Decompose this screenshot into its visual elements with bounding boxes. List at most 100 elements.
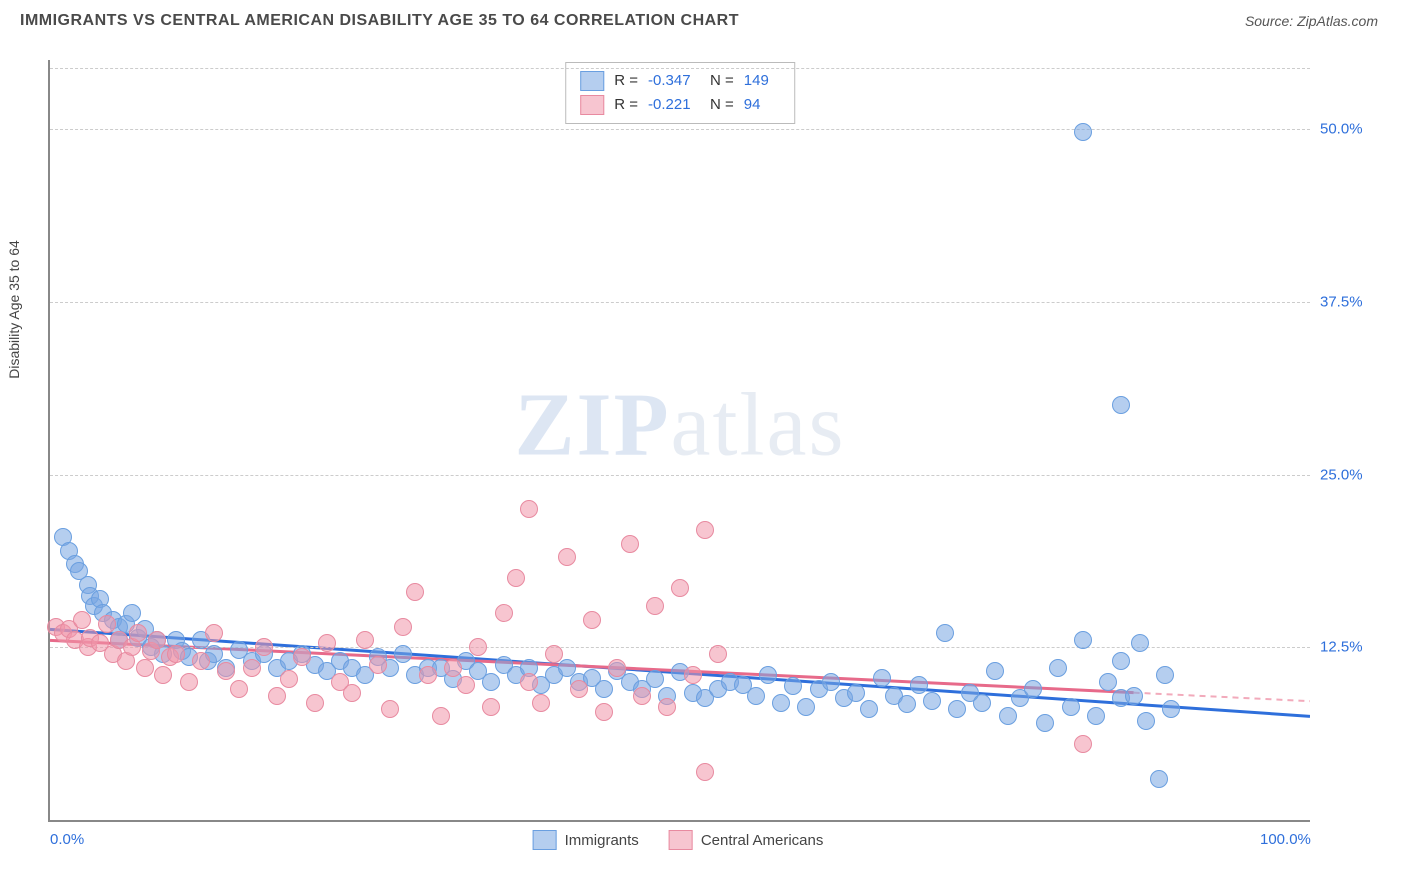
data-point (936, 624, 954, 642)
data-point (482, 673, 500, 691)
legend-swatch (669, 830, 693, 850)
y-axis-title: Disability Age 35 to 64 (6, 240, 22, 379)
legend-item: Central Americans (669, 830, 824, 850)
data-point (419, 666, 437, 684)
n-value: 149 (744, 69, 780, 93)
data-point (709, 645, 727, 663)
n-label: N = (710, 93, 734, 117)
data-point (318, 634, 336, 652)
data-point (1131, 634, 1149, 652)
gridline (50, 302, 1310, 303)
chart: Disability Age 35 to 64 ZIPatlas R =-0.3… (48, 60, 1308, 820)
watermark: ZIPatlas (515, 373, 846, 476)
data-point (255, 638, 273, 656)
r-value: -0.347 (648, 69, 700, 93)
data-point (167, 645, 185, 663)
data-point (457, 676, 475, 694)
data-point (999, 707, 1017, 725)
data-point (205, 624, 223, 642)
data-point (784, 677, 802, 695)
stats-box: R =-0.347N =149R =-0.221N =94 (565, 62, 795, 124)
data-point (444, 659, 462, 677)
data-point (306, 694, 324, 712)
data-point (268, 687, 286, 705)
data-point (873, 669, 891, 687)
data-point (696, 763, 714, 781)
data-point (482, 698, 500, 716)
data-point (646, 670, 664, 688)
data-point (532, 694, 550, 712)
data-point (658, 698, 676, 716)
data-point (1162, 700, 1180, 718)
x-tick-label: 100.0% (1260, 831, 1311, 848)
data-point (1112, 396, 1130, 414)
data-point (1049, 659, 1067, 677)
data-point (696, 521, 714, 539)
data-point (230, 680, 248, 698)
y-tick-label: 37.5% (1320, 293, 1380, 310)
data-point (860, 700, 878, 718)
gridline (50, 68, 1310, 69)
legend-swatch (533, 830, 557, 850)
data-point (608, 659, 626, 677)
data-point (986, 662, 1004, 680)
data-point (394, 618, 412, 636)
data-point (910, 676, 928, 694)
data-point (822, 673, 840, 691)
stats-row: R = -0.347 N = 149 (580, 69, 780, 93)
data-point (621, 535, 639, 553)
data-point (243, 659, 261, 677)
data-point (595, 703, 613, 721)
data-point (293, 648, 311, 666)
header: IMMIGRANTS VS CENTRAL AMERICAN DISABILIT… (0, 0, 1406, 38)
gridline (50, 475, 1310, 476)
data-point (747, 687, 765, 705)
data-point (948, 700, 966, 718)
data-point (898, 695, 916, 713)
data-point (797, 698, 815, 716)
data-point (923, 692, 941, 710)
data-point (192, 652, 210, 670)
series-swatch (580, 71, 604, 91)
data-point (646, 597, 664, 615)
bottom-legend: Immigrants Central Americans (533, 830, 824, 850)
data-point (98, 615, 116, 633)
data-point (136, 659, 154, 677)
data-point (507, 569, 525, 587)
data-point (73, 611, 91, 629)
data-point (1062, 698, 1080, 716)
data-point (1024, 680, 1042, 698)
data-point (1156, 666, 1174, 684)
data-point (217, 662, 235, 680)
data-point (1112, 652, 1130, 670)
data-point (759, 666, 777, 684)
legend-label: Central Americans (701, 832, 824, 849)
legend-label: Immigrants (565, 832, 639, 849)
data-point (369, 656, 387, 674)
data-point (406, 583, 424, 601)
data-point (1150, 770, 1168, 788)
source-label: Source: ZipAtlas.com (1245, 13, 1378, 29)
data-point (381, 700, 399, 718)
data-point (583, 611, 601, 629)
data-point (1074, 735, 1092, 753)
data-point (394, 645, 412, 663)
trend-line-dashed (1134, 693, 1310, 702)
plot-area: ZIPatlas R =-0.347N =149R =-0.221N =94 1… (48, 60, 1310, 822)
data-point (356, 631, 374, 649)
data-point (570, 680, 588, 698)
data-point (123, 604, 141, 622)
x-tick-label: 0.0% (50, 831, 84, 848)
r-label: R = (614, 69, 638, 93)
watermark-suffix: atlas (671, 375, 846, 474)
data-point (129, 624, 147, 642)
n-label: N = (710, 69, 734, 93)
n-value: 94 (744, 93, 780, 117)
data-point (633, 687, 651, 705)
data-point (1125, 687, 1143, 705)
data-point (772, 694, 790, 712)
y-tick-label: 12.5% (1320, 639, 1380, 656)
data-point (1074, 123, 1092, 141)
data-point (154, 666, 172, 684)
y-tick-label: 50.0% (1320, 121, 1380, 138)
